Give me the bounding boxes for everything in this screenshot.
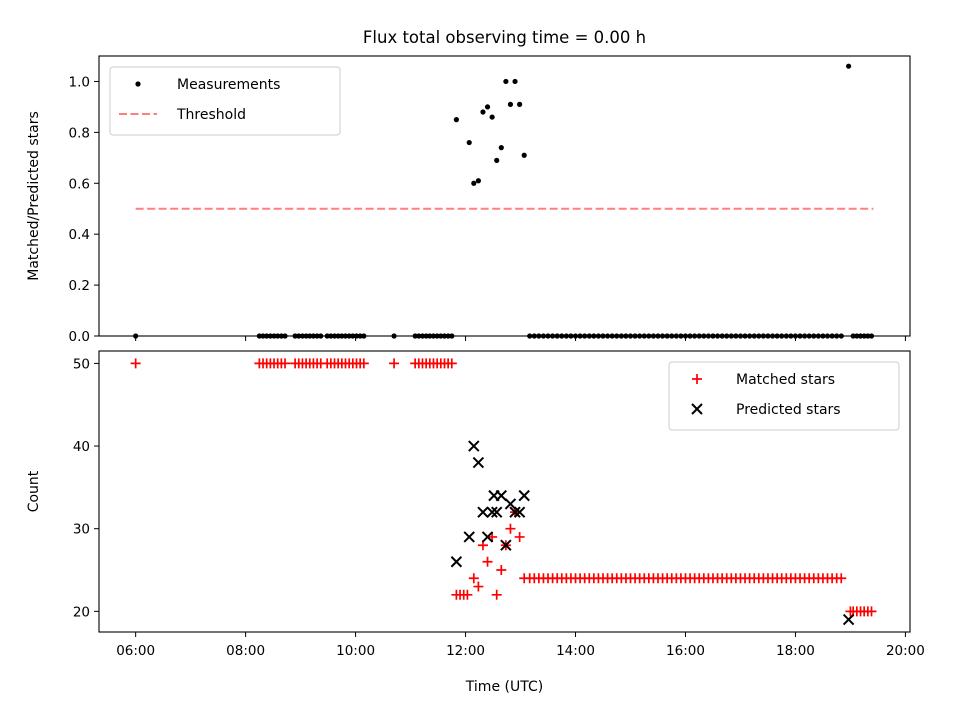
data-point: [475, 178, 481, 184]
y-tick-label: 0.0: [69, 329, 90, 345]
data-point: [500, 539, 512, 551]
y-tick-label: 50: [73, 356, 90, 372]
y-tick-label: 30: [73, 522, 90, 538]
data-point: [514, 531, 525, 542]
data-point: [463, 531, 475, 543]
legend-label: Predicted stars: [736, 402, 841, 418]
legend: Matched stars Predicted stars: [668, 361, 900, 431]
legend-frame: [109, 66, 341, 136]
legend-frame: [668, 361, 900, 431]
data-point: [517, 101, 523, 107]
data-point: [468, 440, 480, 452]
x-tick-label: 14:00: [556, 643, 595, 659]
data-point: [505, 523, 516, 534]
y-tick-label: 20: [73, 604, 90, 620]
data-point: [503, 78, 509, 85]
legend-label: Measurements: [177, 77, 280, 93]
y-tick-label: 0.4: [69, 227, 90, 243]
data-point: [450, 556, 463, 568]
data-point: [484, 104, 491, 110]
axes-frame: [98, 55, 911, 337]
data-point: [130, 358, 141, 369]
legend-item: Matched stars: [692, 372, 835, 388]
data-point: [504, 498, 517, 510]
data-point: [481, 531, 494, 543]
y-axis-label: Matched/Predicted stars: [26, 111, 42, 281]
bottom-subplot-counts: 06:00 08:00 10:00 12:00 14:00 16:00 18:00 20:00…: [26, 350, 925, 695]
data-point: [495, 489, 508, 502]
data-point: [489, 114, 495, 120]
data-point: [494, 157, 500, 163]
data-point: [846, 63, 852, 69]
data-point: [280, 358, 291, 369]
axes-frame: [98, 350, 911, 633]
x-axis-label: Time (UTC): [465, 679, 543, 695]
data-point: [468, 573, 479, 584]
legend-label: Threshold: [176, 107, 246, 123]
x-tick-label: 12:00: [446, 643, 485, 659]
data-point: [471, 180, 477, 186]
data-point: [513, 506, 526, 518]
legend-item: Threshold: [119, 107, 246, 123]
y-tick-label: 0.8: [69, 125, 90, 141]
y-tick-label: 40: [73, 439, 90, 455]
x-tick-label: 16:00: [666, 643, 705, 659]
data-point: [477, 506, 489, 518]
data-point: [472, 456, 485, 469]
x-tick-label: 08:00: [226, 643, 265, 659]
data-point: [446, 358, 457, 369]
legend-marker: [692, 374, 702, 384]
x-tick-label: 10:00: [336, 643, 375, 659]
data-point: [491, 506, 503, 518]
figure-title: Flux total observing time = 0.00 h: [363, 28, 646, 47]
data-point: [473, 581, 484, 592]
data-point: [521, 152, 527, 158]
series-matched-stars: [130, 358, 877, 617]
data-point: [358, 358, 369, 369]
data-point: [498, 145, 504, 151]
y-tick-label: 0.2: [69, 278, 90, 294]
legend-label: Matched stars: [736, 372, 835, 388]
data-point: [496, 565, 507, 576]
data-point: [866, 606, 877, 617]
data-point: [462, 589, 473, 600]
data-point: [836, 573, 847, 584]
legend-marker: [135, 81, 141, 87]
x-tick-label: 06:00: [116, 643, 155, 659]
y-axis-label: Count: [26, 470, 42, 512]
data-point: [512, 78, 518, 85]
top-subplot-measurements: 0.0 0.2 0.4 0.6 0.8 1.0 Matched/Predicted star…: [26, 55, 911, 345]
y-tick-label: 0.6: [69, 176, 90, 192]
legend-item: Measurements: [135, 77, 280, 93]
x-tick-label: 20:00: [886, 643, 925, 659]
legend: Measurements Threshold: [109, 66, 341, 136]
data-point: [509, 506, 521, 518]
data-point: [491, 589, 502, 600]
data-point: [507, 101, 514, 107]
data-point: [842, 613, 855, 626]
legend-marker: [691, 403, 703, 415]
data-point: [466, 139, 472, 146]
data-point: [518, 489, 530, 502]
data-point: [453, 117, 459, 123]
data-point: [482, 556, 493, 567]
x-tick-label: 18:00: [776, 643, 815, 659]
data-point: [480, 109, 486, 115]
legend-item: Predicted stars: [691, 402, 841, 418]
data-point: [486, 506, 498, 518]
y-tick-label: 1.0: [69, 74, 90, 90]
series-predicted-stars: [450, 440, 855, 626]
data-point: [389, 358, 400, 369]
